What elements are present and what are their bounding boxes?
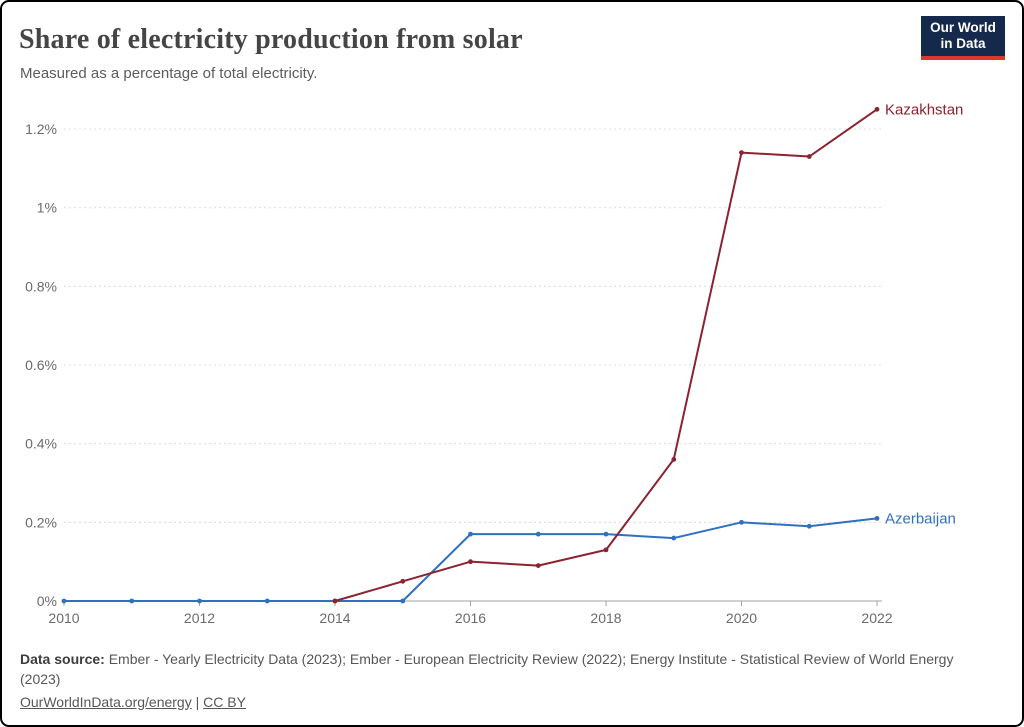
data-point <box>129 598 135 604</box>
data-source-note: Data source: Ember - Yearly Electricity … <box>20 649 988 690</box>
data-point <box>400 578 406 584</box>
y-tick-label: 0.4% <box>25 436 57 452</box>
series-label-azerbaijan: Azerbaijan <box>885 510 956 527</box>
data-point <box>806 154 812 159</box>
x-tick-label: 2012 <box>184 610 215 626</box>
data-point <box>264 598 270 604</box>
owid-energy-link[interactable]: OurWorldInData.org/energy <box>20 693 192 710</box>
chart-footer: Data source: Ember - Yearly Electricity … <box>20 649 988 712</box>
y-tick-label: 0.2% <box>25 514 57 530</box>
x-tick-label: 2022 <box>861 610 892 626</box>
y-tick-label: 1.2% <box>25 121 57 137</box>
y-tick-label: 1% <box>37 200 57 216</box>
x-tick-label: 2010 <box>48 610 79 626</box>
owid-logo-line2: in Data <box>940 36 986 51</box>
data-point <box>603 531 609 537</box>
data-point <box>197 598 202 604</box>
data-point <box>874 516 880 521</box>
x-tick-label: 2018 <box>590 610 621 626</box>
series-line-kazakhstan <box>334 108 878 602</box>
data-point <box>535 563 541 568</box>
data-point <box>603 547 609 553</box>
data-point <box>400 598 406 604</box>
owid-logo[interactable]: Our World in Data <box>921 16 1005 60</box>
y-tick-label: 0% <box>37 593 57 609</box>
data-point <box>739 150 744 156</box>
page-title: Share of electricity production from sol… <box>19 24 523 55</box>
data-point <box>468 559 473 565</box>
data-point <box>535 531 541 537</box>
series-label-kazakhstan: Kazakhstan <box>885 101 963 118</box>
link-separator: | <box>191 693 204 710</box>
data-point <box>671 535 677 541</box>
owid-logo-line1: Our World <box>930 20 996 35</box>
x-tick-label: 2016 <box>455 610 486 626</box>
y-tick-label: 0.6% <box>25 357 57 373</box>
data-point <box>874 106 880 112</box>
data-point <box>468 531 473 537</box>
data-point <box>671 457 677 462</box>
y-tick-label: 0.8% <box>25 278 57 294</box>
cc-by-link[interactable]: CC BY <box>203 693 246 710</box>
x-tick-label: 2020 <box>726 610 757 626</box>
page-subtitle: Measured as a percentage of total electr… <box>20 65 318 82</box>
data-point <box>739 519 744 525</box>
x-tick-label: 2014 <box>319 610 350 626</box>
footer-links: OurWorldInData.org/energy | CC BY <box>20 692 988 712</box>
data-point <box>61 598 67 604</box>
data-source-label: Data source: <box>20 651 105 667</box>
data-point <box>332 598 338 604</box>
data-source-text: Ember - Yearly Electricity Data (2023); … <box>20 651 954 688</box>
data-point <box>806 523 812 529</box>
